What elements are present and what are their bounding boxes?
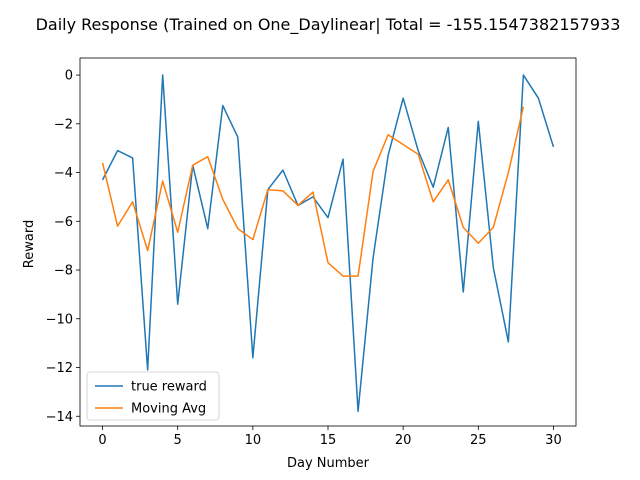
x-tick-label: 0 bbox=[98, 433, 106, 448]
legend-label: Moving Avg bbox=[131, 402, 206, 417]
x-tick-label: 15 bbox=[320, 433, 337, 448]
y-tick-label: −8 bbox=[54, 264, 73, 279]
y-tick-label: −12 bbox=[46, 361, 73, 376]
series-line-1 bbox=[101, 106, 525, 277]
y-tick-label: −4 bbox=[54, 166, 73, 181]
y-tick-label: −10 bbox=[46, 312, 73, 327]
plot-area: 0 5 10 15 20 25 30 0 −2 −4 −6 −8 −10 −12 −14 true rewar… bbox=[46, 57, 577, 448]
x-tick-label: 30 bbox=[545, 433, 562, 448]
x-tick-label: 5 bbox=[174, 433, 182, 448]
y-tick-label: −2 bbox=[54, 117, 73, 132]
legend-label: true reward bbox=[131, 380, 207, 395]
y-axis-label: Reward bbox=[22, 220, 37, 268]
x-tick-label: 10 bbox=[245, 433, 262, 448]
x-tick-label: 20 bbox=[395, 433, 412, 448]
y-tick-label: −6 bbox=[54, 215, 73, 230]
y-tick-label: −14 bbox=[46, 410, 73, 425]
series-line-0 bbox=[101, 74, 555, 413]
chart-title: Daily Response (Trained on One_Daylinear… bbox=[36, 15, 621, 35]
x-tick-label: 25 bbox=[470, 433, 487, 448]
y-tick-label: 0 bbox=[65, 69, 73, 84]
x-axis-label: Day Number bbox=[287, 456, 370, 471]
